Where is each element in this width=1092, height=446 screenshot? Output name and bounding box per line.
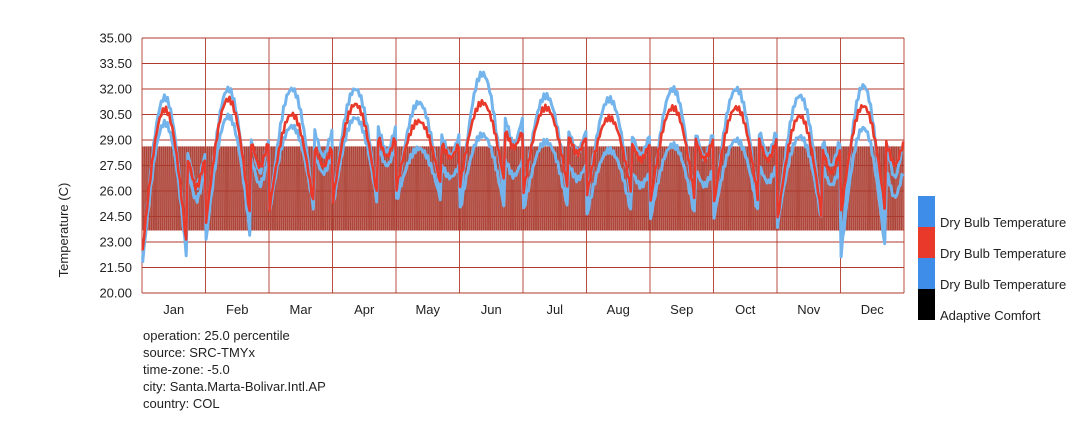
legend-item-upper: Dry Bulb Temperature [918, 196, 1088, 230]
x-tick-label: Nov [797, 302, 821, 317]
y-tick-label: 32.00 [99, 82, 132, 97]
x-tick-label: Sep [670, 302, 693, 317]
x-tick-label: Dec [861, 302, 885, 317]
y-tick-label: 23.00 [99, 235, 132, 250]
y-tick-label: 20.00 [99, 286, 132, 301]
chart-series [141, 70, 905, 263]
x-tick-label: May [415, 302, 440, 317]
y-tick-label: 33.50 [99, 56, 132, 71]
info-source: source: SRC-TMYx [143, 345, 255, 360]
legend-item-comfort: Adaptive Comfort [918, 289, 1088, 323]
y-tick-label: 27.50 [99, 158, 132, 173]
y-tick-label: 26.00 [99, 184, 132, 199]
legend-item-median: Dry Bulb Temperature [918, 227, 1088, 261]
info-city: city: Santa.Marta-Bolivar.Intl.AP [143, 379, 326, 394]
legend-swatch [918, 258, 935, 289]
x-tick-label: Oct [735, 302, 756, 317]
x-tick-label: Mar [290, 302, 313, 317]
x-tick-label: Jan [163, 302, 184, 317]
x-tick-label: Feb [226, 302, 248, 317]
x-tick-label: Jul [546, 302, 563, 317]
y-tick-label: 29.00 [99, 133, 132, 148]
y-tick-label: 35.00 [99, 31, 132, 46]
info-timezone: time-zone: -5.0 [143, 362, 230, 377]
series-line-median [141, 95, 905, 251]
y-axis-label: Temperature (C) [56, 183, 71, 278]
legend-label: Dry Bulb Temperature [940, 277, 1067, 292]
legend-swatch [918, 227, 935, 258]
chart-axes: 35.00 33.50 32.00 30.50 29.00 27.50 26.00 24.50… [99, 31, 884, 318]
legend-label: Adaptive Comfort [940, 308, 1041, 323]
y-tick-label: 24.50 [99, 209, 132, 224]
legend-swatch [918, 196, 935, 227]
legend-label: Dry Bulb Temperature [940, 246, 1067, 261]
x-tick-label: Jun [481, 302, 502, 317]
chart-legend: Dry Bulb Temperature Dry Bulb Temperatur… [918, 196, 1088, 323]
legend-swatch [918, 289, 935, 320]
info-country: country: COL [143, 396, 220, 411]
y-tick-label: 21.50 [99, 260, 132, 275]
y-tick-label: 30.50 [99, 107, 132, 122]
x-tick-label: Aug [607, 302, 630, 317]
chart-info: operation: 25.0 percentile source: SRC-T… [143, 327, 326, 412]
legend-item-lower: Dry Bulb Temperature [918, 258, 1088, 292]
x-tick-label: Apr [354, 302, 375, 317]
legend-label: Dry Bulb Temperature [940, 215, 1067, 230]
info-operation: operation: 25.0 percentile [143, 328, 290, 343]
